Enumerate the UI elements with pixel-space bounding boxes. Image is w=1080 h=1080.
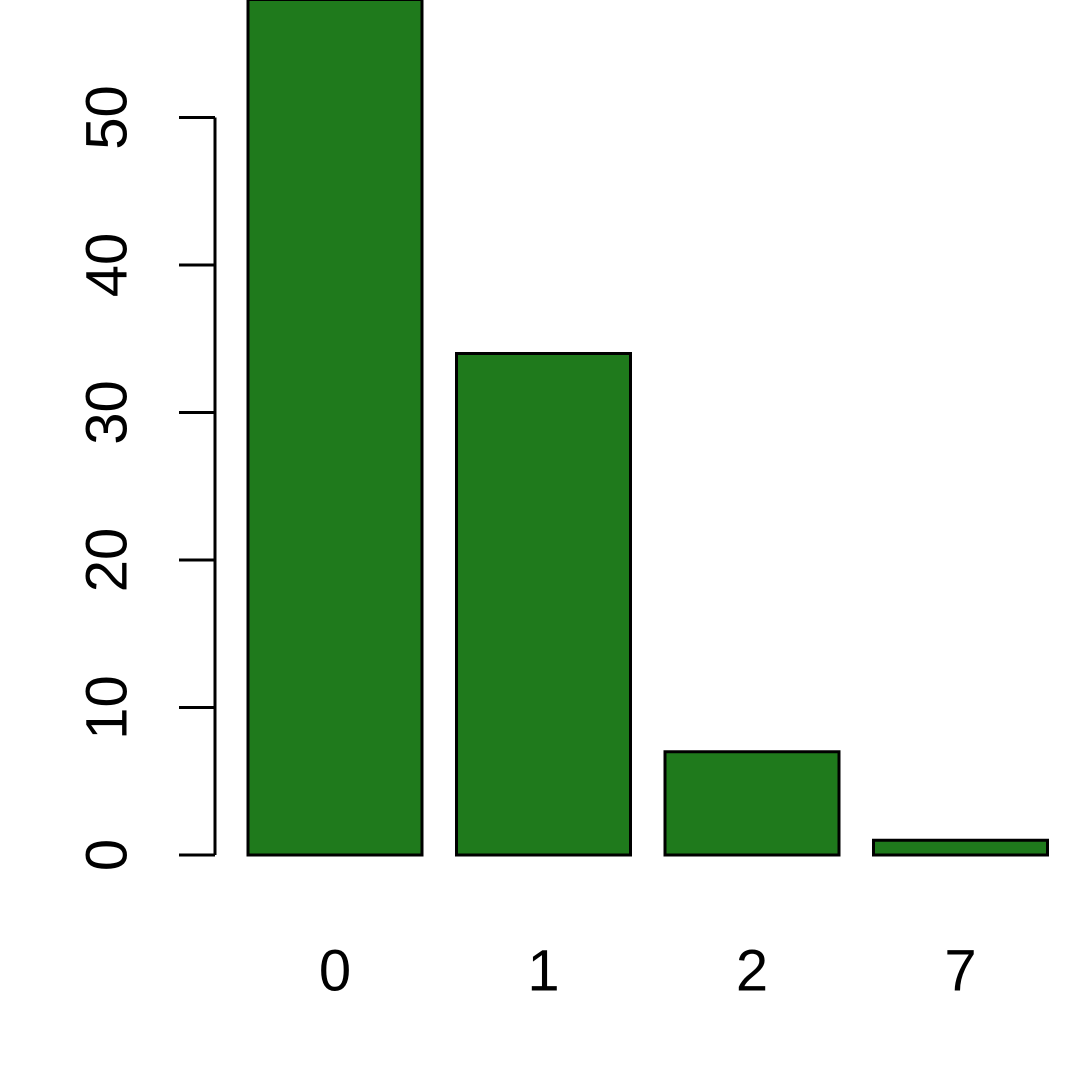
bar-1 [455,352,632,857]
y-tick-label-50: 50 [75,85,140,150]
x-tick-label-2: 2 [736,938,768,1003]
bar-7 [872,838,1049,857]
y-axis: 0 10 20 30 40 50 [75,85,217,871]
bar-2 [663,750,841,857]
y-tick-label-0: 0 [75,839,140,871]
x-tick-label-7: 7 [944,938,976,1003]
x-axis-labels: 0 1 2 7 [319,938,977,1003]
x-tick-label-0: 0 [319,938,351,1003]
bar-0 [246,0,424,857]
bars [246,0,1049,857]
y-tick-label-20: 20 [75,528,140,593]
y-tick-label-40: 40 [75,233,140,298]
y-tick-label-30: 30 [75,380,140,445]
x-tick-label-1: 1 [527,938,559,1003]
y-tick-label-10: 10 [75,675,140,740]
